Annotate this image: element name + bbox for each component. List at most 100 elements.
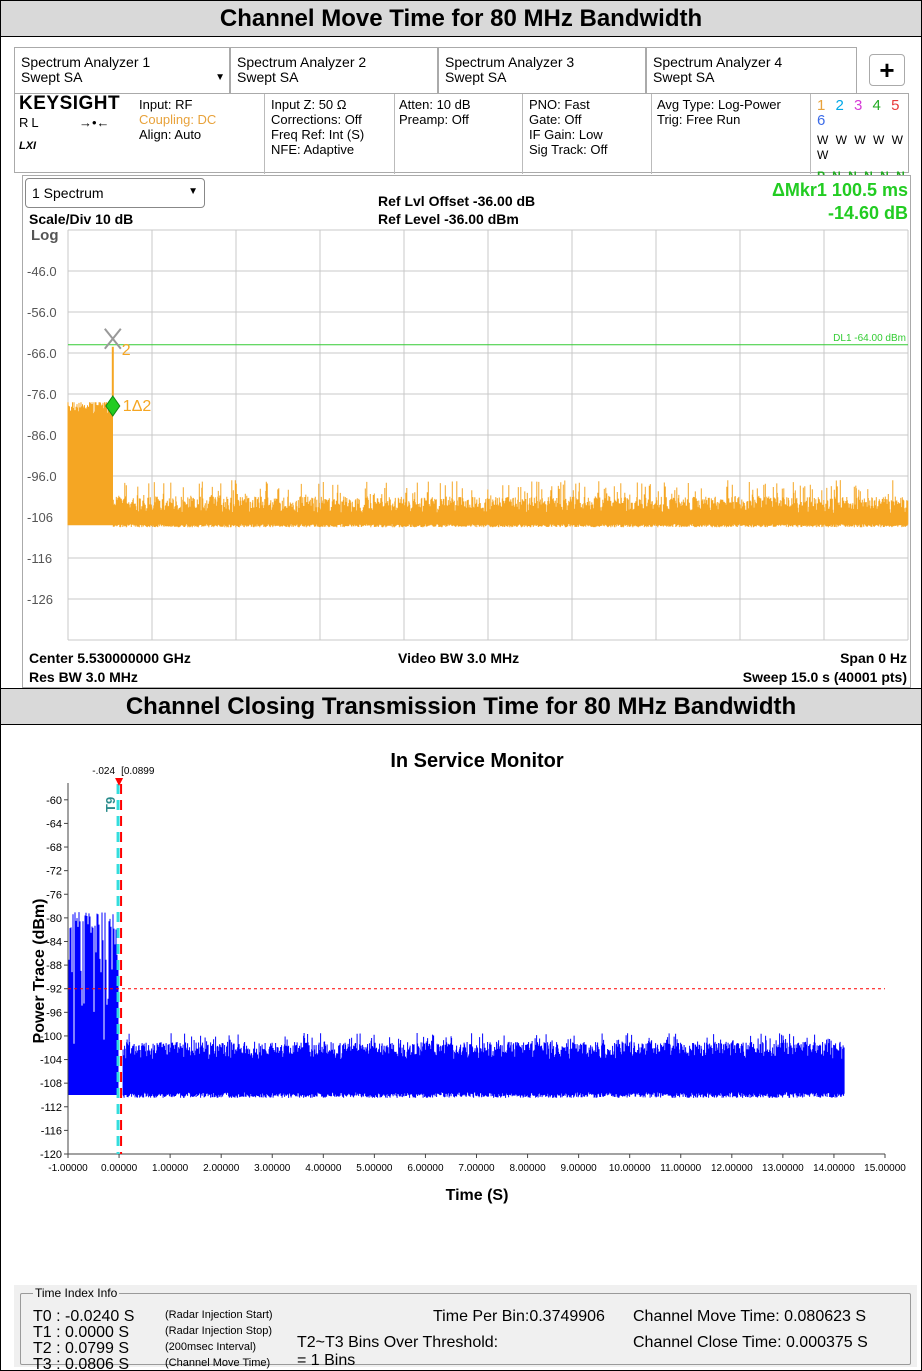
- t2-value: T2 : 0.0799 S: [33, 1340, 130, 1357]
- x-tick-label: 6.00000: [407, 1163, 444, 1174]
- settings-info-bar: KEYSIGHT RL →•← LXI Input: RF Coupling: …: [14, 93, 909, 183]
- chart-title: In Service Monitor: [390, 750, 564, 772]
- x-tick-label: 9.00000: [561, 1163, 598, 1174]
- channel-move-time: Channel Move Time: 0.080623 S: [633, 1308, 867, 1325]
- section-title-channel-closing: Channel Closing Transmission Time for 80…: [0, 688, 922, 725]
- time-per-bin: Time Per Bin:0.3749906: [433, 1308, 605, 1325]
- time-index-info-panel: Time Index Info T0 : -0.0240 S (Radar In…: [14, 1285, 917, 1371]
- input-z: Input Z: 50 Ω: [271, 97, 347, 112]
- res-bw: Res BW 3.0 MHz: [29, 669, 138, 685]
- analyzer-tab-bar: Spectrum Analyzer 1 Swept SA ▼ Spectrum …: [14, 47, 909, 93]
- tab-spectrum-analyzer-4[interactable]: Spectrum Analyzer 4 Swept SA: [646, 47, 857, 93]
- y-axis-label: Power Trace (dBm): [31, 899, 48, 1044]
- x-tick-label: 7.00000: [458, 1163, 495, 1174]
- window-select-dropdown[interactable]: 1 Spectrum ▼: [25, 178, 205, 208]
- video-bw: Video BW 3.0 MHz: [398, 650, 520, 666]
- y-tick-label: -86.0: [27, 428, 57, 443]
- y-tick-label: -60: [46, 795, 62, 807]
- y-tick-label: -72: [46, 866, 62, 878]
- y-tick-label: -88: [46, 960, 62, 972]
- groupbox-label: Time Index Info: [33, 1286, 120, 1300]
- chevron-down-icon: ▼: [188, 186, 198, 197]
- x-tick-label: -1.00000: [48, 1163, 88, 1174]
- tab-label: Spectrum Analyzer 3: [445, 54, 575, 70]
- tab-spectrum-analyzer-2[interactable]: Spectrum Analyzer 2 Swept SA: [230, 47, 438, 93]
- x-tick-label: 4.00000: [305, 1163, 342, 1174]
- lxi-logo: LXI: [19, 140, 37, 152]
- y-tick-label: -112: [41, 1102, 62, 1114]
- keysight-logo: KEYSIGHT: [19, 93, 121, 114]
- y-tick-label: -96: [46, 1007, 62, 1019]
- y-tick-label: -100: [40, 1031, 62, 1043]
- x-tick-label: 14.00000: [813, 1163, 855, 1174]
- x-tick-label: 15.00000: [864, 1163, 906, 1174]
- y-tick-label: -76.0: [27, 387, 57, 402]
- x-tick-label: 13.00000: [762, 1163, 804, 1174]
- marker-1-delta-label: 1Δ2: [123, 398, 152, 415]
- tab-mode: Swept SA: [237, 69, 299, 85]
- marker-label-left: -.024: [92, 766, 115, 777]
- nfe: NFE: Adaptive: [271, 142, 355, 157]
- spectrum-trace: [67, 402, 909, 528]
- delta-marker-value: -14.60 dB: [827, 203, 908, 223]
- t3-value: T3 : 0.0806 S: [33, 1356, 130, 1371]
- tab-label: Spectrum Analyzer 1: [21, 54, 151, 70]
- tab-spectrum-analyzer-3[interactable]: Spectrum Analyzer 3 Swept SA: [438, 47, 646, 93]
- y-tick-label: -56.0: [27, 305, 57, 320]
- y-tick-label: -116: [41, 1125, 62, 1137]
- corrections: Corrections: Off: [271, 112, 362, 127]
- t2-note: (200msec Interval): [165, 1341, 257, 1353]
- marker-triangle-icon: [115, 778, 124, 786]
- align-auto: Align: Auto: [139, 127, 202, 142]
- marker-1-diamond-icon: [105, 395, 121, 417]
- freq-ref: Freq Ref: Int (S): [271, 127, 365, 142]
- y-tick-label: -68: [46, 842, 62, 854]
- y-tick-label: -96.0: [27, 469, 57, 484]
- coupling-dc: Coupling: DC: [139, 112, 217, 127]
- trace-types: W W W W W W: [817, 133, 905, 162]
- input-rf: Input: RF: [139, 97, 193, 112]
- x-tick-label: 5.00000: [356, 1163, 393, 1174]
- delta-marker-readout: ΔMkr1 100.5 ms: [771, 180, 908, 200]
- time-index-groupbox: Time Index Info T0 : -0.0240 S (Radar In…: [20, 1286, 911, 1371]
- trace-numbers: 1 2 3 4 5 6: [817, 97, 903, 129]
- x-tick-label: 2.00000: [203, 1163, 240, 1174]
- if-gain: IF Gain: Low: [529, 127, 603, 142]
- marker-2-label: 2: [122, 342, 131, 359]
- trigger: Trig: Free Run: [657, 112, 741, 127]
- y-tick-label: -92: [46, 984, 62, 996]
- power-trace: [68, 912, 845, 1098]
- input-arrow-icon: →•←: [79, 115, 110, 130]
- tab-mode: Swept SA: [445, 69, 507, 85]
- y-tick-label: -116: [27, 551, 52, 566]
- log-label: Log: [31, 227, 59, 244]
- dropdown-arrow-icon[interactable]: ▼: [215, 72, 225, 83]
- x-tick-label: 12.00000: [711, 1163, 753, 1174]
- span: Span 0 Hz: [840, 650, 907, 666]
- add-tab-button[interactable]: +: [869, 54, 905, 86]
- tab-mode: Swept SA: [653, 69, 715, 85]
- x-tick-label: 11.00000: [660, 1163, 701, 1174]
- display-line-label: DL1 -64.00 dBm: [833, 333, 906, 344]
- t1-note: (Radar Injection Stop): [165, 1325, 272, 1337]
- x-axis-label: Time (S): [446, 1187, 509, 1204]
- spectrum-plot: -46.0 -56.0 -66.0 -76.0 -86.0 -96.0 -106 -116 -1…: [27, 229, 909, 641]
- y-tick-label: -46.0: [27, 264, 57, 279]
- bins-over-threshold-value: = 1 Bins: [297, 1352, 356, 1369]
- section-title-channel-move: Channel Move Time for 80 MHz Bandwidth: [0, 0, 922, 37]
- tab-spectrum-analyzer-1[interactable]: Spectrum Analyzer 1 Swept SA ▼: [14, 47, 230, 93]
- marker-label-right: [0.0899: [121, 766, 155, 777]
- tab-label: Spectrum Analyzer 4: [653, 54, 783, 70]
- t9-label: T9: [103, 797, 118, 812]
- x-tick-label: 10.00000: [609, 1163, 651, 1174]
- preamp: Preamp: Off: [399, 112, 469, 127]
- tab-label: Spectrum Analyzer 2: [237, 54, 367, 70]
- rl-label: RL: [19, 115, 42, 130]
- ism-chart-area: In Service Monitor -60 -64 -68 -72 -76 -80 -84 -…: [14, 733, 917, 1283]
- x-tick-label: 0.00000: [101, 1163, 138, 1174]
- spectrum-display: -46.0 -56.0 -66.0 -76.0 -86.0 -96.0 -106 -116 -1…: [22, 175, 911, 688]
- ism-plot: In Service Monitor -60 -64 -68 -72 -76 -80 -84 -…: [31, 750, 906, 1204]
- x-tick-label: 8.00000: [509, 1163, 546, 1174]
- sweep: Sweep 15.0 s (40001 pts): [742, 669, 907, 685]
- y-tick-label: -76: [46, 889, 62, 901]
